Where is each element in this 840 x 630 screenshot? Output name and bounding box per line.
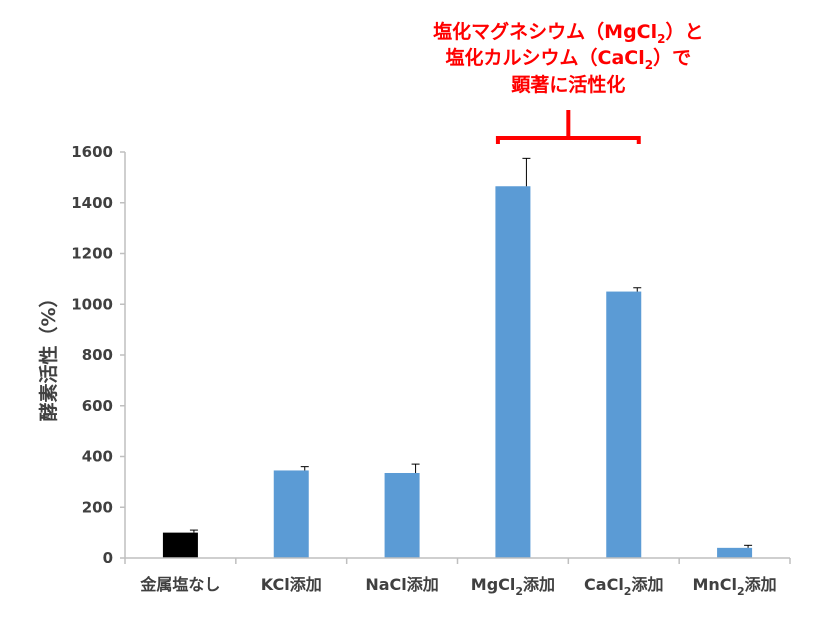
y-tick-label: 1000 (71, 295, 113, 313)
annotation-text: 顕著に活性化 (511, 73, 625, 96)
y-tick-label: 1600 (71, 143, 113, 161)
x-axis: 金属塩なし KCl添加 NaCl添加 MgCl2添加 CaCl2添加 MnCl2添加 (124, 557, 791, 598)
y-tick-label: 1200 (71, 245, 113, 263)
y-tick-label: 400 (82, 448, 113, 466)
annotation-bracket (495, 110, 641, 144)
y-tick-label: 0 (103, 549, 113, 567)
error-bars (189, 157, 753, 548)
x-tick-label: MgCl2添加 (471, 575, 555, 598)
bar (717, 547, 753, 558)
y-axis-label: 酵素活性（%） (37, 288, 60, 421)
x-tick-label: KCl添加 (261, 575, 322, 594)
bar (606, 291, 642, 558)
bar (495, 186, 531, 558)
bar (273, 470, 309, 558)
annotation-text: 塩化マグネシウム（MgCl2）と (433, 20, 703, 46)
bar (384, 472, 420, 558)
x-tick-label: CaCl2添加 (584, 575, 663, 598)
x-tick-label: 金属塩なし (139, 575, 220, 594)
annotation-text: 塩化カルシウム（CaCl2）で (446, 46, 692, 72)
y-tick-label: 600 (82, 397, 113, 415)
x-tick-label: MnCl2添加 (692, 575, 776, 598)
bar (162, 532, 198, 558)
y-tick-label: 200 (82, 498, 113, 516)
y-tick-label: 800 (82, 346, 113, 364)
y-tick-label: 1400 (71, 194, 113, 212)
y-axis: 0 200 400 600 800 1000 1200 1400 1600 (71, 143, 126, 567)
x-tick-label: NaCl添加 (365, 575, 438, 594)
bars (162, 186, 753, 558)
